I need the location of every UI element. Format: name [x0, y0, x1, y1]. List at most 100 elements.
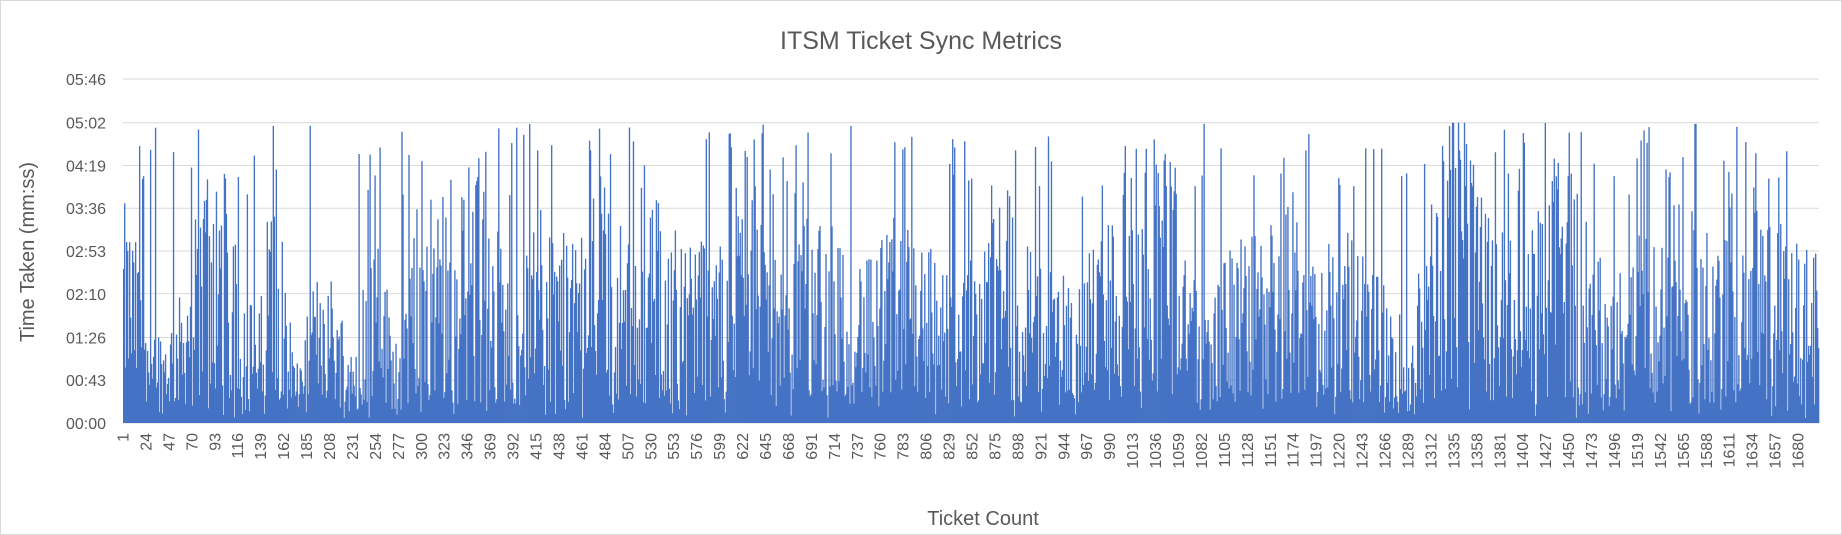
bar — [1200, 399, 1202, 423]
bar — [337, 339, 339, 423]
bar — [451, 390, 453, 423]
bar — [1040, 411, 1043, 423]
bar — [1288, 290, 1290, 423]
bar — [254, 344, 257, 423]
bar — [975, 314, 978, 423]
x-tick-label: 1312 — [1423, 433, 1440, 469]
bar — [392, 351, 394, 423]
bar — [593, 325, 596, 423]
bar — [290, 397, 292, 423]
bar — [558, 265, 561, 423]
bar — [361, 404, 363, 423]
bar — [1528, 358, 1531, 423]
bar — [1783, 251, 1785, 423]
bar — [1646, 142, 1648, 423]
bar — [1394, 397, 1396, 423]
bar — [1258, 316, 1260, 423]
bar — [415, 393, 417, 423]
bar — [1524, 340, 1527, 423]
bar — [278, 400, 280, 423]
bar — [1003, 317, 1006, 423]
bar — [1411, 345, 1414, 423]
bar — [732, 370, 734, 423]
bar — [1764, 275, 1766, 423]
bar — [1019, 401, 1022, 423]
bar — [188, 357, 191, 423]
bar — [862, 367, 864, 423]
bar — [823, 387, 825, 423]
bar — [1758, 284, 1760, 423]
bar — [731, 315, 733, 423]
bar — [1463, 122, 1466, 423]
bar — [207, 408, 210, 423]
bar — [637, 379, 640, 423]
bar — [800, 255, 802, 423]
bar — [1467, 342, 1470, 423]
bar — [1535, 404, 1538, 423]
bar — [196, 248, 199, 423]
bar — [964, 141, 966, 423]
bar — [563, 400, 566, 423]
bar — [1284, 331, 1286, 423]
bar — [1711, 391, 1713, 423]
bar — [325, 398, 327, 423]
bar — [532, 279, 534, 423]
bar — [385, 402, 387, 423]
bar — [1519, 331, 1522, 423]
x-tick-label: 737 — [850, 433, 867, 460]
bar — [603, 187, 606, 423]
bar — [1139, 391, 1141, 423]
bar — [894, 142, 896, 423]
bar — [1100, 241, 1103, 423]
bar — [1093, 389, 1096, 423]
bar — [447, 270, 449, 423]
bar — [1772, 386, 1774, 423]
bar — [833, 281, 835, 423]
bar — [874, 365, 876, 423]
bar — [1363, 402, 1365, 423]
bar — [342, 356, 344, 423]
bar — [879, 308, 881, 423]
bar — [624, 289, 627, 423]
bar — [1080, 392, 1083, 423]
bar — [233, 417, 236, 423]
bar — [1700, 259, 1702, 423]
bar — [1767, 229, 1769, 423]
bar — [1398, 314, 1401, 423]
bar — [340, 323, 342, 423]
bar — [150, 363, 153, 423]
bar — [1238, 339, 1240, 423]
bar — [1229, 250, 1231, 423]
bar — [253, 155, 256, 423]
bar — [1352, 402, 1354, 423]
bar — [873, 337, 875, 423]
bar — [1308, 133, 1310, 423]
bar — [837, 248, 839, 423]
bar — [864, 352, 866, 423]
bar — [591, 241, 594, 423]
bar — [1175, 193, 1177, 423]
bar — [1507, 173, 1510, 423]
bar — [1344, 266, 1346, 423]
bar — [357, 408, 359, 423]
bar — [650, 343, 653, 423]
bar — [403, 358, 405, 423]
bar — [1218, 286, 1220, 423]
bar — [1761, 332, 1763, 423]
bar — [529, 123, 531, 424]
bar — [721, 259, 723, 423]
bar — [973, 336, 975, 423]
bar — [987, 243, 990, 423]
bar — [1278, 256, 1280, 423]
bar — [478, 158, 480, 424]
bar — [912, 333, 914, 423]
bar — [903, 328, 905, 423]
bar — [685, 415, 688, 423]
bar — [635, 396, 638, 423]
bar — [1011, 217, 1014, 423]
bar — [586, 347, 589, 423]
bar — [1162, 247, 1164, 423]
bar — [854, 351, 856, 423]
bar — [179, 342, 182, 423]
bar — [1458, 150, 1461, 423]
